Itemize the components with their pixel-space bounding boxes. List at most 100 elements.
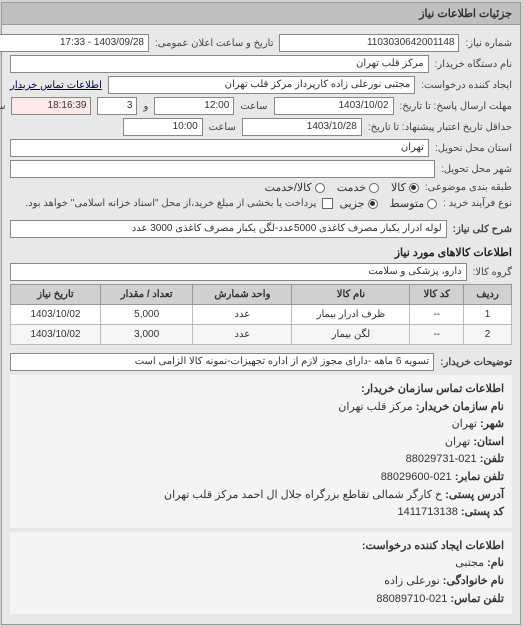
org-name: مرکز قلب تهران: [339, 401, 413, 413]
validity-date-field: 1403/10/28: [243, 118, 363, 136]
radio-partial-label: جزیی: [340, 197, 365, 210]
table-cell: 3,000: [101, 325, 193, 345]
city-field: [11, 160, 436, 178]
lname-label: نام خانوادگی:: [444, 575, 505, 587]
table-header-row: ردیف کد کالا نام کالا واحد شمارش تعداد /…: [12, 285, 513, 305]
th-name: نام کالا: [293, 285, 411, 305]
radio-dot-icon: [428, 199, 438, 209]
purchase-note: پرداخت یا بخشی از مبلغ خرید،از محل "اسنا…: [26, 198, 317, 209]
org-city: تهران: [453, 418, 478, 430]
remaining-field: 18:16:39: [12, 97, 92, 115]
table-cell: عدد: [194, 305, 293, 325]
creator-label: ایجاد کننده درخواست:: [422, 80, 513, 91]
radio-small-label: متوسط: [391, 197, 426, 210]
org-name-label: نام سازمان خریدار:: [417, 401, 505, 413]
org-province-label: استان:: [474, 436, 505, 448]
buyer-unit-label: نام دستگاه خریدار:: [436, 59, 513, 70]
buyer-contact-link[interactable]: اطلاعات تماس خریدار: [11, 80, 103, 91]
radio-goods[interactable]: کالا: [392, 181, 420, 194]
th-code: کد کالا: [411, 285, 465, 305]
panel-title: جزئیات اطلاعات نیاز: [3, 3, 521, 25]
announce-field: 1403/09/28 - 17:33: [0, 34, 150, 52]
phone-label: تلفن:: [481, 453, 505, 465]
remaining-label: ساعت باقی مانده: [0, 101, 6, 112]
purchase-type-group: متوسط جزیی: [340, 197, 438, 210]
desc-field: لوله ادرار یکبار مصرف کاغذی 5000عدد-لگن …: [11, 220, 448, 238]
province-field: تهران: [11, 139, 430, 157]
table-cell: --: [411, 305, 465, 325]
table-row: 1--ظرف ادرار بیمارعدد5,0001403/10/02: [12, 305, 513, 325]
table-cell: 2: [465, 325, 513, 345]
buyer-note-label: توضیحات خریدار:: [441, 357, 513, 368]
deadline-date-field: 1403/10/02: [275, 97, 395, 115]
radio-dot-icon: [316, 183, 326, 193]
buyer-note-field: تسویه 6 ماهه -دارای مجوز لازم از اداره ت…: [11, 353, 435, 371]
validity-label: حداقل تاریخ اعتبار پیشنهاد: تا تاریخ:: [369, 122, 513, 133]
treasury-checkbox[interactable]: [323, 198, 334, 209]
org-city-label: شهر:: [481, 418, 505, 430]
validity-time-field: 10:00: [124, 118, 204, 136]
time-label-1: ساعت: [241, 101, 268, 112]
table-cell: 1403/10/02: [12, 305, 102, 325]
group-label: گروه کالا:: [474, 267, 513, 278]
fname-label: نام:: [488, 557, 505, 569]
contact-title: اطلاعات تماس سازمان خریدار:: [19, 381, 505, 399]
request-number-field: 1103030642001148: [280, 34, 460, 52]
radio-service-label: خدمت: [338, 181, 367, 194]
info-section: شماره نیاز: 1103030642001148 تاریخ و ساع…: [3, 25, 521, 624]
radio-dot-icon: [370, 183, 380, 193]
fname: مجتبی: [456, 557, 485, 569]
radio-small[interactable]: متوسط: [391, 197, 439, 210]
table-cell: لگن بیمار: [293, 325, 411, 345]
city-label: شهر محل تحویل:: [442, 164, 513, 175]
radio-partial[interactable]: جزیی: [340, 197, 378, 210]
purchase-type-label: نوع فرآیند خرید :: [444, 198, 513, 209]
th-unit: واحد شمارش: [194, 285, 293, 305]
creator-field: مجتبی نورعلی زاده کارپرداز مرکز قلب تهرا…: [109, 76, 416, 94]
org-contact-block: اطلاعات تماس سازمان خریدار: نام سازمان خ…: [11, 375, 513, 528]
province-label: استان محل تحویل:: [436, 143, 513, 154]
lname: نورعلی زاده: [385, 575, 441, 587]
contact-phone: 021-88089710: [377, 593, 448, 605]
days-field: 3: [98, 97, 138, 115]
table-cell: --: [411, 325, 465, 345]
table-cell: عدد: [194, 325, 293, 345]
category-radio-group: کالا خدمت کالا/خدمت: [266, 181, 420, 194]
phone: 021-88029731: [407, 453, 478, 465]
creator-info-title: اطلاعات ایجاد کننده درخواست:: [19, 538, 505, 556]
group-field: دارو، پزشکی و سلامت: [11, 263, 468, 281]
postal-code: 1411713138: [398, 506, 458, 518]
goods-table: ردیف کد کالا نام کالا واحد شمارش تعداد /…: [11, 284, 513, 345]
days-label: و: [144, 101, 149, 112]
time-label-2: ساعت: [210, 122, 237, 133]
fax: 021-88029600: [382, 471, 453, 483]
org-province: تهران: [446, 436, 471, 448]
deadline-label: مهلت ارسال پاسخ: تا تاریخ:: [401, 101, 513, 112]
th-qty: تعداد / مقدار: [101, 285, 193, 305]
radio-goods-label: کالا: [392, 181, 407, 194]
postal-address: خ کارگر شمالی تقاطع بزرگراه جلال ال احمد…: [165, 489, 443, 501]
th-date: تاریخ نیاز: [12, 285, 102, 305]
creator-contact-block: اطلاعات ایجاد کننده درخواست: نام: مجتبی …: [11, 532, 513, 614]
postal-address-label: آدرس پستی:: [446, 489, 505, 501]
table-cell: ظرف ادرار بیمار: [293, 305, 411, 325]
table-cell: 1: [465, 305, 513, 325]
desc-label: شرح کلی نیاز:: [454, 224, 513, 235]
table-cell: 1403/10/02: [12, 325, 102, 345]
th-row: ردیف: [465, 285, 513, 305]
main-panel: جزئیات اطلاعات نیاز شماره نیاز: 11030306…: [2, 2, 522, 625]
request-number-label: شماره نیاز:: [466, 38, 513, 49]
radio-goods-service[interactable]: کالا/خدمت: [266, 181, 326, 194]
postal-code-label: کد پستی:: [462, 506, 505, 518]
buyer-unit-field: مرکز قلب تهران: [11, 55, 430, 73]
radio-dot-icon: [410, 183, 420, 193]
contact-phone-label: تلفن تماس:: [451, 593, 505, 605]
fax-label: تلفن نمابر:: [456, 471, 505, 483]
category-label: طبقه بندی موضوعی:: [426, 182, 513, 193]
table-cell: 5,000: [101, 305, 193, 325]
announce-label: تاریخ و ساعت اعلان عمومی:: [156, 38, 275, 49]
radio-goods-service-label: کالا/خدمت: [266, 181, 313, 194]
goods-info-title: اطلاعات کالاهای مورد نیاز: [11, 246, 513, 259]
radio-dot-icon: [369, 199, 379, 209]
radio-service[interactable]: خدمت: [338, 181, 380, 194]
